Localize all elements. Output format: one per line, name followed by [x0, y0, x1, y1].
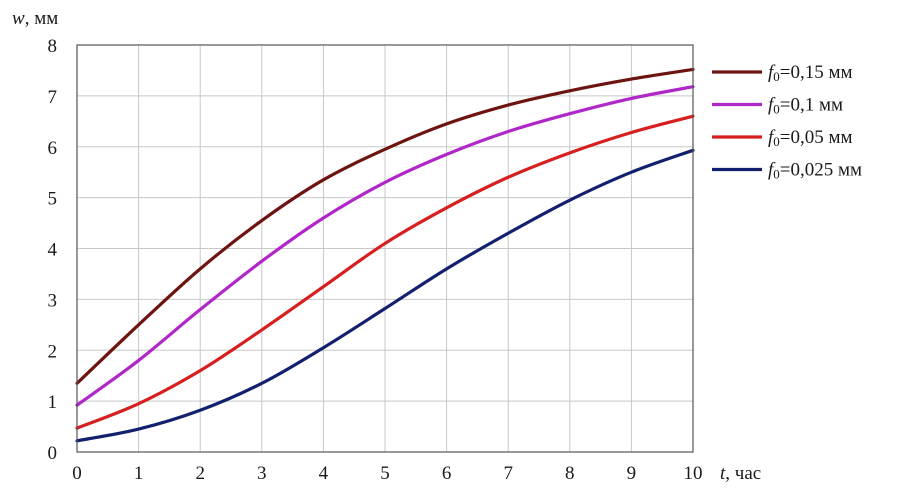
series-line-2 [75, 85, 695, 407]
legend-label-var: f [768, 95, 776, 116]
y-tick-label: 2 [48, 341, 58, 362]
x-tick-label: 0 [72, 463, 82, 484]
series-line-4 [75, 148, 695, 443]
chart-series [75, 67, 695, 443]
x-tick-label: 9 [627, 463, 637, 484]
series-line-3 [75, 114, 695, 430]
legend-label-rest: =0,15 мм [780, 62, 853, 83]
legend-label-sub: 0 [773, 134, 780, 149]
series-line-1 [75, 67, 695, 385]
x-tick-label: 2 [195, 463, 205, 484]
legend-item: f0=0,1 мм [712, 95, 843, 117]
x-axis-unit: , час [725, 463, 761, 484]
legend-label-rest: =0,1 мм [780, 95, 843, 116]
y-tick-label: 1 [48, 392, 58, 413]
y-tick-label: 8 [48, 36, 58, 57]
legend-label: f0=0,05 мм [768, 127, 853, 149]
plot-frame [76, 44, 694, 453]
y-tick-labels: 0 1 2 3 4 5 6 7 8 [48, 36, 58, 464]
x-tick-label: 10 [684, 463, 703, 484]
legend-label: f0=0,15 мм [768, 62, 853, 84]
legend-item: f0=0,15 мм [712, 62, 853, 84]
x-tick-label: 4 [319, 463, 329, 484]
legend-label-var: f [768, 127, 776, 148]
x-tick-label: 1 [134, 463, 144, 484]
x-tick-label: 5 [380, 463, 390, 484]
legend-item: f0=0,05 мм [712, 127, 853, 149]
y-tick-label: 3 [48, 290, 58, 311]
legend-label-rest: =0,05 мм [780, 127, 853, 148]
legend-label-var: f [768, 160, 776, 181]
y-tick-label: 6 [48, 138, 58, 159]
y-axis-label: w, мм [12, 8, 58, 29]
x-tick-label: 6 [442, 463, 452, 484]
x-axis-label: t, час [720, 463, 761, 484]
y-tick-label: 4 [48, 240, 58, 261]
legend-label-sub: 0 [773, 102, 780, 117]
x-tick-label: 3 [257, 463, 267, 484]
y-tick-label: 0 [48, 443, 58, 464]
legend-label-rest: =0,025 мм [780, 160, 862, 181]
x-tick-label: 7 [503, 463, 513, 484]
x-tick-label: 8 [565, 463, 575, 484]
y-tick-label: 7 [48, 87, 58, 108]
legend-label-sub: 0 [773, 69, 780, 84]
legend-label-var: f [768, 62, 776, 83]
legend-label-sub: 0 [773, 167, 780, 182]
y-axis-unit: , мм [25, 8, 59, 29]
legend-label: f0=0,025 мм [768, 160, 862, 182]
x-axis-var: t [720, 463, 726, 484]
y-tick-label: 5 [48, 189, 58, 210]
legend-label: f0=0,1 мм [768, 95, 843, 117]
x-tick-labels: 0 1 2 3 4 5 6 7 8 9 10 [72, 463, 702, 484]
legend-item: f0=0,025 мм [712, 160, 862, 182]
y-axis-var: w [12, 8, 25, 29]
